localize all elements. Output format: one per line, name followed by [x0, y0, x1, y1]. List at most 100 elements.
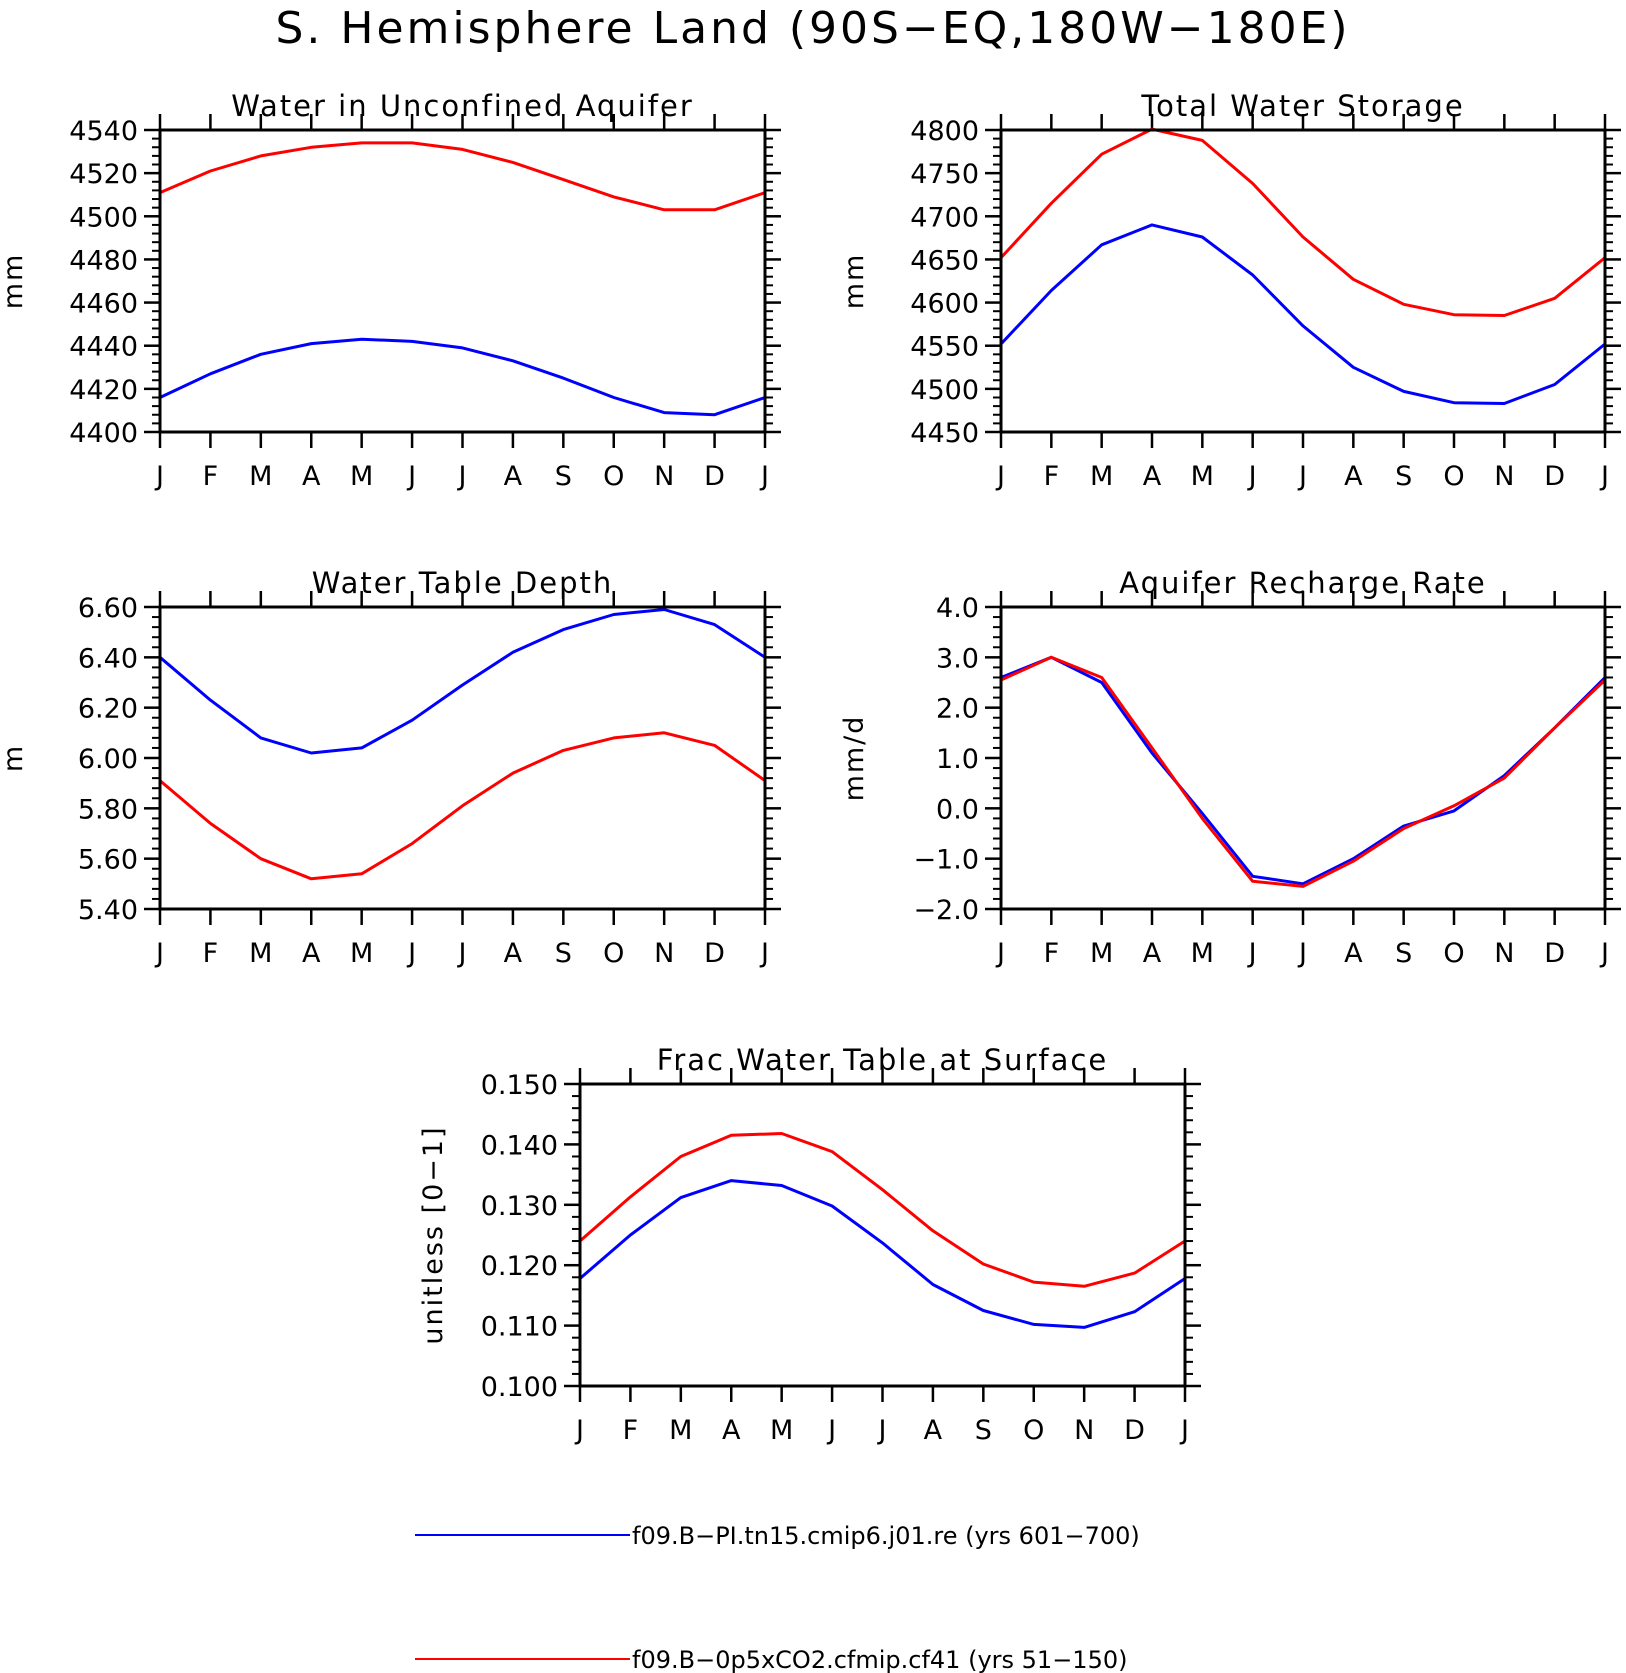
x-tick-label: N [1494, 461, 1514, 492]
x-tick-label: O [1443, 461, 1464, 492]
x-tick-label: J [759, 461, 769, 492]
x-tick-label: J [154, 938, 164, 969]
y-tick-label: 0.110 [481, 1312, 558, 1343]
y-tick-label: 5.40 [78, 895, 138, 926]
x-tick-label: J [1247, 461, 1257, 492]
legend: f09.B−PI.tn15.cmip6.j01.re (yrs 601−700)… [415, 1522, 1140, 1673]
y-tick-label: −2.0 [913, 895, 979, 926]
x-tick-label: J [406, 938, 416, 969]
series-line-1 [159, 141, 766, 212]
x-tick-label: J [877, 1415, 887, 1446]
x-tick-label: O [603, 938, 624, 969]
y-axis-label: mm [839, 253, 870, 310]
x-tick-label: D [1544, 938, 1565, 969]
chart-panel-4: Frac Water Table at Surface0.1000.1100.1… [418, 1043, 1201, 1446]
series-line-1 [999, 127, 1606, 317]
series-line-1 [159, 731, 766, 881]
x-tick-label: F [203, 461, 219, 492]
y-tick-label: 4750 [910, 159, 979, 190]
chart-panel-1: Total Water Storage 4450 4500 4550 4600 4650 4… [839, 89, 1621, 492]
legend-label-0: f09.B−PI.tn15.cmip6.j01.re (yrs 601−700) [632, 1522, 1140, 1550]
x-tick-label: F [1044, 461, 1060, 492]
y-tick-label: 0.100 [481, 1372, 558, 1403]
legend-label-1: f09.B−0p5xCO2.cfmip.cf41 (yrs 51−150) [632, 1646, 1127, 1673]
series-line-1 [579, 1132, 1186, 1288]
x-tick-label: A [504, 938, 523, 969]
x-tick-label: D [1544, 461, 1565, 492]
y-tick-label: 3.0 [936, 643, 979, 674]
plot-frame [158, 128, 767, 434]
y-tick-label: 4500 [910, 375, 979, 406]
chart-panel-3: Aquifer Recharge Rate−2.0−1.00.01.02.03.… [839, 566, 1621, 969]
x-tick-label: S [1395, 461, 1412, 492]
x-tick-label: S [1395, 938, 1412, 969]
y-tick-label: 1.0 [936, 744, 979, 775]
x-tick-label: M [1090, 938, 1113, 969]
x-tick-label: F [203, 938, 219, 969]
x-tick-label: A [504, 461, 523, 492]
x-tick-label: J [826, 1415, 836, 1446]
x-tick-label: D [1124, 1415, 1145, 1446]
series-line-0 [159, 608, 766, 755]
x-tick-label: D [704, 938, 725, 969]
x-tick-label: J [1179, 1415, 1189, 1446]
x-tick-label: A [1143, 461, 1162, 492]
y-tick-label: 0.140 [481, 1130, 558, 1161]
x-tick-label: J [759, 938, 769, 969]
y-tick-label: 4400 [69, 418, 138, 449]
y-tick-label: 4480 [69, 245, 138, 276]
y-axis-label: unitless [0−1] [418, 1125, 449, 1344]
x-tick-label: O [603, 461, 624, 492]
y-tick-label: −1.0 [913, 845, 979, 876]
x-tick-label: J [574, 1415, 584, 1446]
x-tick-label: M [249, 461, 272, 492]
y-tick-label: 4700 [910, 202, 979, 233]
series-line-0 [999, 223, 1606, 405]
x-tick-label: A [924, 1415, 943, 1446]
y-tick-label: 4440 [69, 332, 138, 363]
y-tick-label: 0.0 [936, 794, 979, 825]
x-tick-label: M [1090, 461, 1113, 492]
y-tick-label: 6.40 [78, 643, 138, 674]
plot-frame [158, 605, 767, 911]
x-tick-label: M [249, 938, 272, 969]
x-tick-label: A [1344, 461, 1363, 492]
x-tick-label: S [555, 461, 572, 492]
y-tick-label: 2.0 [936, 694, 979, 725]
y-axis-label: mm [0, 253, 29, 310]
y-tick-label: 5.80 [78, 794, 138, 825]
series-line-0 [1000, 655, 1607, 886]
x-tick-label: N [654, 461, 674, 492]
x-tick-label: J [1247, 938, 1257, 969]
y-tick-label: 0.150 [481, 1070, 558, 1101]
y-tick-label: 6.60 [78, 593, 138, 624]
x-tick-label: F [1044, 938, 1060, 969]
x-tick-label: M [669, 1415, 692, 1446]
x-tick-label: A [722, 1415, 741, 1446]
x-tick-label: M [350, 938, 373, 969]
x-tick-label: J [1297, 461, 1307, 492]
y-tick-label: 4460 [69, 289, 138, 320]
plot-frame [578, 1082, 1187, 1388]
y-tick-label: 4650 [910, 245, 979, 276]
x-tick-label: N [654, 938, 674, 969]
chart-panel-2: Water Table Depth5.405.605.806.006.206.4… [0, 566, 781, 969]
x-tick-label: O [1443, 938, 1464, 969]
y-tick-label: 4600 [910, 289, 979, 320]
y-tick-label: 4420 [69, 375, 138, 406]
x-tick-label: F [623, 1415, 639, 1446]
y-tick-label: 4450 [910, 418, 979, 449]
y-tick-label: 4800 [910, 116, 979, 147]
y-tick-label: 0.130 [481, 1191, 558, 1222]
figure-title: S. Hemisphere Land (90S−EQ,180W−180E) [275, 3, 1350, 54]
x-tick-label: A [1344, 938, 1363, 969]
panels: Water in Unconfined Aquifer4400442044404… [0, 89, 1621, 1446]
x-tick-label: N [1494, 938, 1514, 969]
x-tick-label: A [302, 461, 321, 492]
x-tick-label: M [350, 461, 373, 492]
x-tick-label: S [975, 1415, 992, 1446]
y-tick-label: 0.120 [481, 1251, 558, 1282]
series-line-0 [579, 1179, 1186, 1329]
x-tick-label: O [1023, 1415, 1044, 1446]
